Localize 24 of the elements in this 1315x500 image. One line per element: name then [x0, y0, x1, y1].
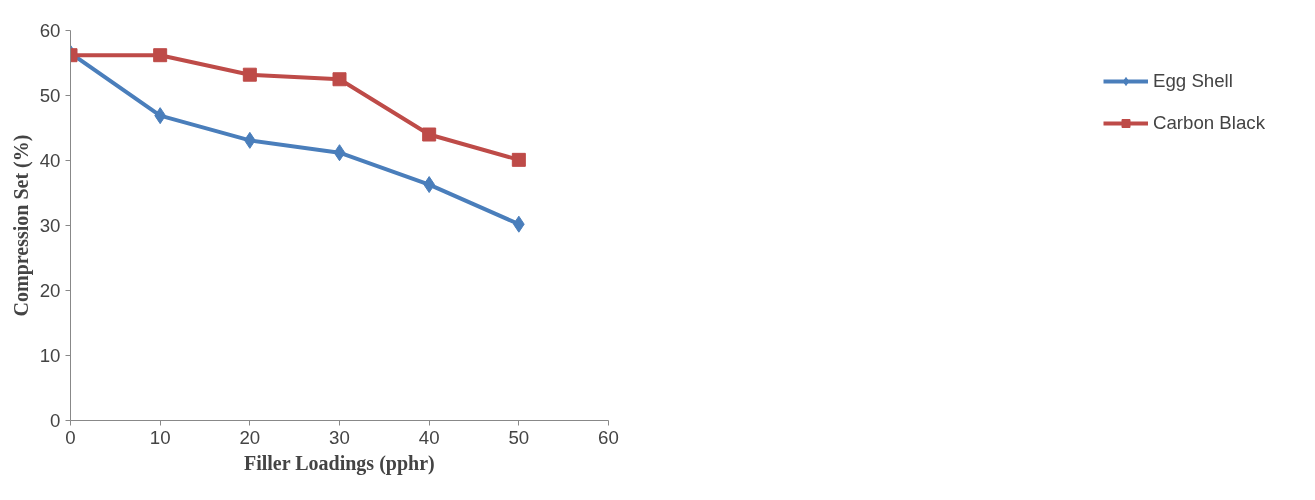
y-tick-label: 0	[50, 410, 61, 431]
y-tick-label: 50	[39, 85, 61, 106]
y-tick-label: 30	[39, 215, 61, 236]
x-tick-label: 10	[149, 426, 171, 448]
point	[332, 72, 347, 87]
x-axis-title: Filler Loadings (pphr)	[243, 451, 435, 475]
x-tick-label: 50	[508, 426, 530, 448]
point	[422, 127, 437, 142]
legend-label: Egg Shell	[1153, 70, 1233, 92]
y-axis-title: Compression Set (%)	[9, 134, 33, 317]
x-tick-label: 20	[239, 426, 261, 448]
y-tick-label: 60	[39, 20, 61, 41]
x-tick-label: 30	[329, 426, 350, 448]
point	[511, 152, 526, 167]
legend-label: Carbon Black	[1153, 112, 1265, 134]
y-tick-label: 10	[39, 345, 61, 366]
x-tick-label: 0	[65, 426, 76, 448]
x-tick-label: 60	[598, 426, 619, 448]
y-tick-label: 20	[39, 280, 61, 301]
point	[333, 144, 346, 162]
point	[153, 48, 168, 63]
x-tick-label: 40	[418, 426, 440, 448]
y-tick-label: 40	[39, 150, 61, 171]
point	[242, 67, 257, 82]
